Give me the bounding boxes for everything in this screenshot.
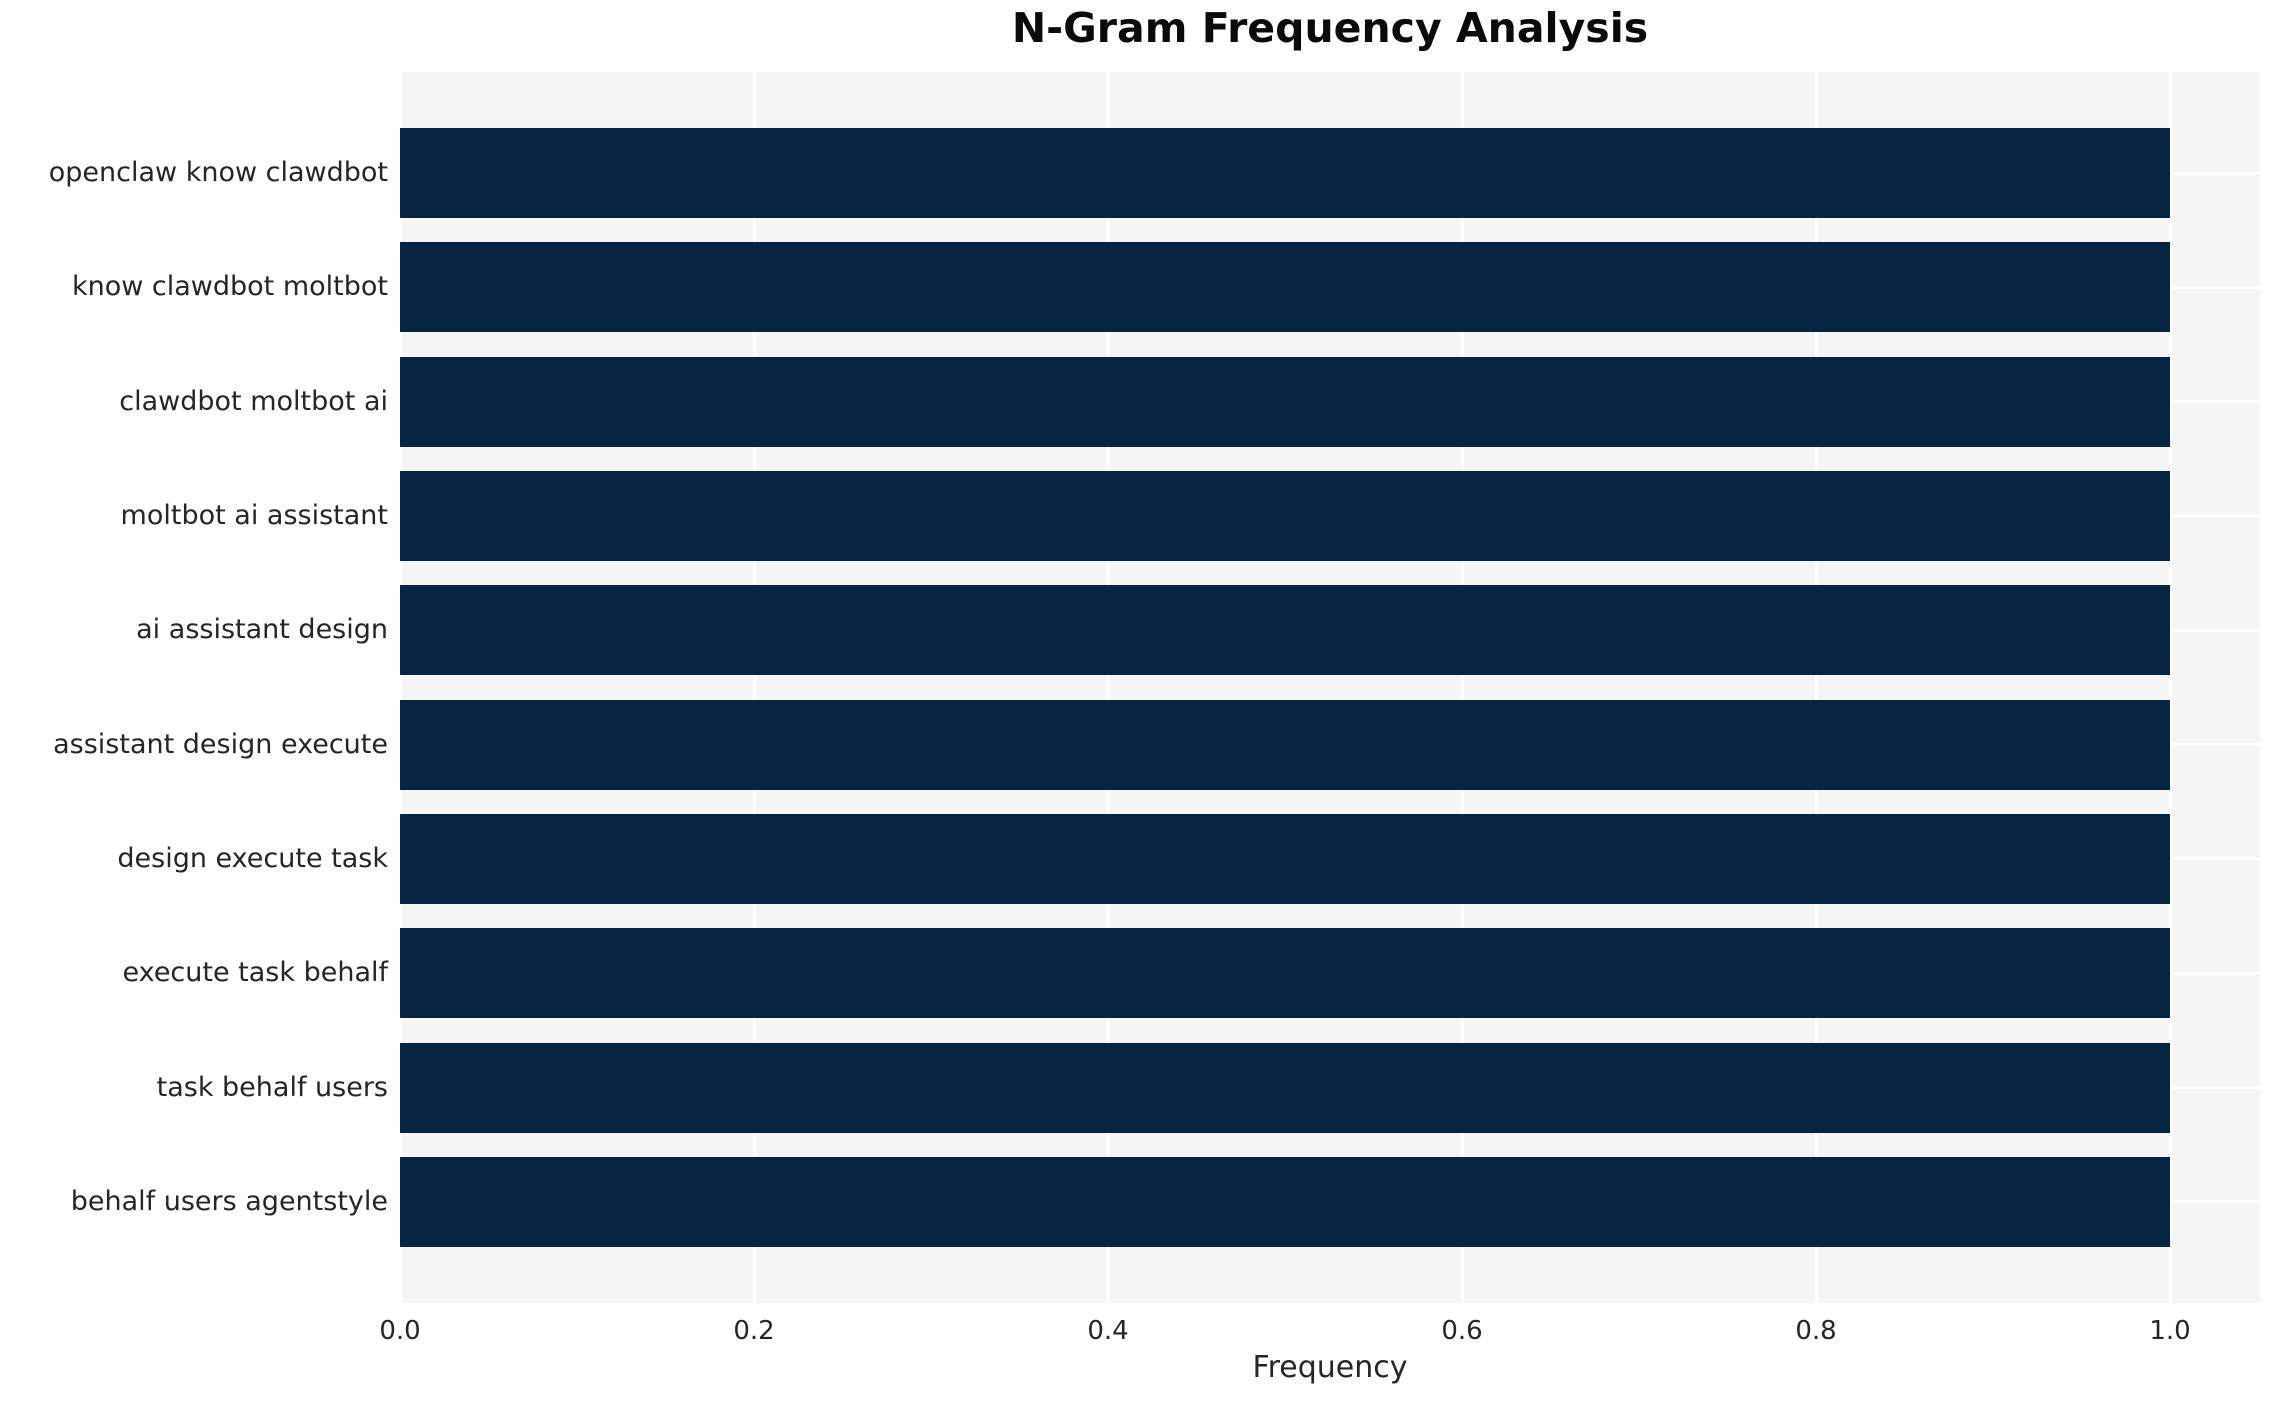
y-axis-tick-label: assistant design execute [53, 728, 388, 760]
y-axis-tick-label: know clawdbot moltbot [71, 271, 388, 303]
y-axis-tick-label: clawdbot moltbot ai [119, 385, 388, 417]
bar [400, 585, 2170, 676]
y-axis-tick-label: moltbot ai assistant [120, 499, 388, 531]
y-axis-tick-label: task behalf users [156, 1071, 388, 1103]
x-axis-tick-label: 0.0 [379, 1316, 421, 1346]
bar [400, 1156, 2170, 1247]
grid-line-vertical [752, 72, 756, 1303]
grid-line-vertical [1106, 72, 1110, 1303]
bar [400, 128, 2170, 218]
grid-line-vertical [2168, 72, 2172, 1303]
bar [400, 1042, 2170, 1133]
grid-line-vertical [1460, 72, 1464, 1303]
x-axis-tick-label: 0.8 [1795, 1316, 1837, 1346]
y-axis-tick-label: ai assistant design [136, 614, 388, 646]
bar [400, 242, 2170, 333]
y-axis-tick-label: execute task behalf [122, 957, 388, 989]
x-axis-tick-label: 0.2 [733, 1316, 775, 1346]
bar [400, 470, 2170, 561]
y-axis-tick-label: openclaw know clawdbot [48, 157, 388, 188]
bar [400, 356, 2170, 447]
x-axis-tick-label: 0.4 [1087, 1316, 1129, 1346]
x-axis-tick-label: 0.6 [1441, 1316, 1483, 1346]
grid-line-vertical [1814, 72, 1818, 1303]
bar [400, 699, 2170, 790]
x-axis-tick-label: 1.0 [2149, 1316, 2191, 1346]
y-axis-tick-label: behalf users agentstyle [70, 1185, 388, 1217]
plot-area [398, 72, 2260, 1303]
bar [400, 813, 2170, 904]
chart-title: N-Gram Frequency Analysis [1011, 4, 1649, 52]
y-axis-tick-label: design execute task [117, 842, 388, 874]
bar [400, 928, 2170, 1019]
grid-line-vertical [398, 72, 402, 1303]
x-axis-label: Frequency [1252, 1350, 1408, 1385]
